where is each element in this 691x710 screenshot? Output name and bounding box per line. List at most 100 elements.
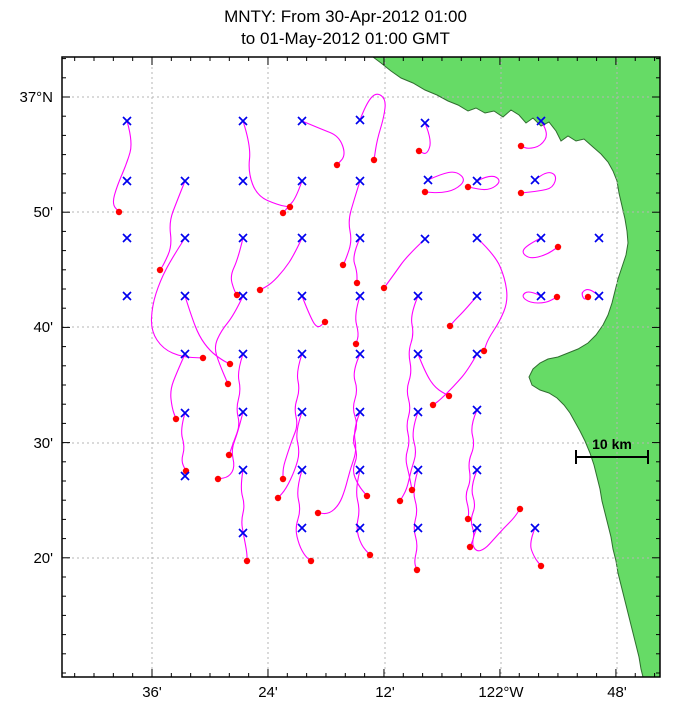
end-dot-marker bbox=[466, 543, 474, 551]
trajectory-line bbox=[295, 469, 312, 562]
trajectory-line bbox=[476, 237, 508, 352]
start-x-marker bbox=[355, 176, 365, 186]
end-dot-marker bbox=[445, 392, 453, 400]
start-x-marker bbox=[297, 291, 307, 301]
start-x-marker bbox=[472, 291, 482, 301]
end-dot-marker bbox=[314, 509, 322, 517]
x-tick-label: 122°W bbox=[478, 684, 524, 701]
end-dot-marker bbox=[333, 161, 341, 169]
start-x-marker bbox=[420, 234, 430, 244]
start-x-marker bbox=[355, 465, 365, 475]
start-x-marker bbox=[423, 175, 433, 185]
axis-ticks bbox=[62, 57, 660, 677]
end-dot-marker bbox=[516, 505, 524, 513]
trajectory-line bbox=[301, 295, 326, 328]
trajectory-line bbox=[520, 172, 557, 194]
start-x-marker bbox=[536, 116, 546, 126]
end-dot-marker bbox=[156, 266, 164, 274]
trajectory-line bbox=[449, 295, 478, 327]
trajectory-line bbox=[432, 353, 478, 406]
start-markers bbox=[122, 115, 604, 538]
end-markers bbox=[115, 142, 592, 574]
start-x-marker bbox=[238, 233, 248, 243]
trajectory-line bbox=[424, 171, 464, 194]
end-dot-marker bbox=[243, 557, 251, 565]
end-dot-marker bbox=[286, 203, 294, 211]
trajectory-line bbox=[282, 180, 303, 214]
trajectory-line bbox=[170, 353, 186, 420]
trajectory-line bbox=[530, 527, 542, 567]
axis-labels: 36' 24' 12' 122°W 48' 37°N 50' 40' 30' 20' bbox=[19, 89, 626, 701]
trajectory-line bbox=[417, 353, 450, 397]
end-dot-marker bbox=[517, 142, 525, 150]
start-x-marker bbox=[472, 405, 482, 415]
y-tick-label: 30' bbox=[33, 435, 53, 452]
start-x-marker bbox=[355, 523, 365, 533]
start-x-marker bbox=[238, 528, 248, 538]
trajectory-line bbox=[520, 120, 547, 149]
end-dot-marker bbox=[274, 494, 282, 502]
trajectory-line bbox=[399, 411, 419, 502]
trajectory-line bbox=[242, 120, 291, 208]
trajectory-line bbox=[469, 469, 478, 548]
trajectory-line bbox=[112, 120, 132, 213]
end-dot-marker bbox=[366, 551, 374, 559]
x-tick-label: 36' bbox=[142, 684, 162, 701]
start-x-marker bbox=[180, 176, 190, 186]
chart-title: MNTY: From 30-Apr-2012 01:00 to 01-May-2… bbox=[0, 6, 691, 50]
start-x-marker bbox=[180, 233, 190, 243]
start-x-marker bbox=[355, 349, 365, 359]
trajectory-line bbox=[465, 409, 478, 520]
start-x-marker bbox=[472, 465, 482, 475]
trajectory-line bbox=[522, 237, 559, 259]
end-dot-marker bbox=[464, 515, 472, 523]
start-x-marker bbox=[180, 291, 190, 301]
end-dot-marker bbox=[363, 492, 371, 500]
trajectory-line bbox=[181, 412, 187, 472]
start-x-marker bbox=[472, 233, 482, 243]
end-dot-marker bbox=[279, 209, 287, 217]
start-x-marker bbox=[536, 233, 546, 243]
end-dot-marker bbox=[464, 183, 472, 191]
end-dot-marker bbox=[225, 451, 233, 459]
scale-bar-label: 10 km bbox=[592, 436, 632, 452]
end-dot-marker bbox=[172, 415, 180, 423]
start-x-marker bbox=[122, 116, 132, 126]
trajectory-line bbox=[277, 411, 303, 499]
trajectory-line bbox=[282, 353, 303, 480]
end-dot-marker bbox=[370, 156, 378, 164]
start-x-marker bbox=[238, 349, 248, 359]
land-region bbox=[371, 56, 661, 678]
end-dot-marker bbox=[537, 562, 545, 570]
gridlines bbox=[62, 57, 660, 677]
end-dot-marker bbox=[226, 360, 234, 368]
end-dot-marker bbox=[321, 318, 329, 326]
start-x-marker bbox=[355, 233, 365, 243]
trajectory-line bbox=[217, 411, 244, 480]
trajectory-line bbox=[214, 295, 244, 385]
axis-box bbox=[61, 56, 661, 678]
y-tick-label: 40' bbox=[33, 319, 53, 336]
trajectory-line bbox=[356, 469, 371, 556]
title-line-2: to 01-May-2012 01:00 GMT bbox=[241, 29, 450, 48]
start-x-marker bbox=[238, 465, 248, 475]
x-tick-label: 12' bbox=[375, 684, 395, 701]
end-dot-marker bbox=[233, 291, 241, 299]
start-x-marker bbox=[297, 465, 307, 475]
end-dot-marker bbox=[517, 189, 525, 197]
start-x-marker bbox=[536, 291, 546, 301]
trajectory-line bbox=[418, 122, 431, 154]
end-dot-marker bbox=[353, 279, 361, 287]
trajectory-line bbox=[355, 295, 361, 345]
end-dot-marker bbox=[413, 566, 421, 574]
start-x-marker bbox=[472, 349, 482, 359]
trajectory-line bbox=[150, 237, 204, 359]
trajectory-line bbox=[359, 93, 386, 161]
trajectory-line bbox=[240, 469, 248, 562]
end-dot-marker bbox=[380, 284, 388, 292]
start-x-marker bbox=[355, 291, 365, 301]
trajectory-line bbox=[413, 469, 419, 571]
start-x-marker bbox=[122, 291, 132, 301]
start-x-marker bbox=[530, 523, 540, 533]
